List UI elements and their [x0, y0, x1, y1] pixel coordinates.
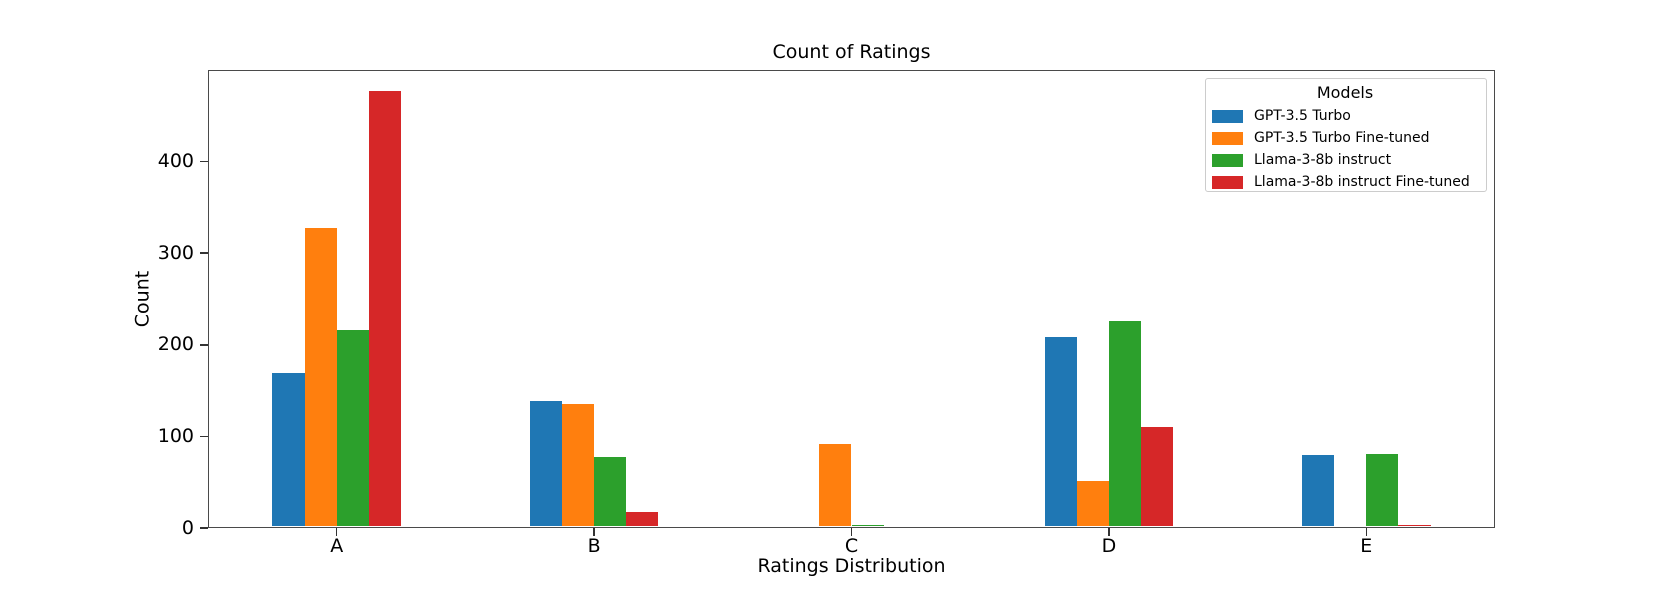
legend-item: Llama-3-8b instruct — [1212, 149, 1478, 171]
x-tick-mark — [1365, 528, 1368, 536]
legend-swatch — [1212, 109, 1243, 123]
x-tick-label: C — [844, 535, 859, 557]
x-tick-mark — [335, 528, 338, 536]
y-tick-mark — [200, 435, 208, 438]
y-tick-mark — [200, 160, 208, 163]
bar — [1141, 426, 1174, 527]
chart-title: Count of Ratings — [772, 41, 931, 63]
y-tick-mark — [200, 527, 208, 529]
legend-item: GPT-3.5 Turbo Fine-tuned — [1212, 127, 1478, 149]
legend-swatch — [1212, 175, 1243, 189]
x-tick-label: D — [1101, 535, 1117, 557]
bar — [529, 401, 562, 527]
bar — [626, 511, 659, 527]
x-tick-label: E — [1360, 535, 1373, 557]
bar — [561, 403, 595, 527]
legend-item-label: Llama-3-8b instruct Fine-tuned — [1254, 174, 1470, 190]
legend-item-label: Llama-3-8b instruct — [1254, 152, 1392, 168]
bar — [594, 456, 627, 527]
y-tick-label: 100 — [157, 424, 194, 447]
legend-item-label: GPT-3.5 Turbo Fine-tuned — [1254, 130, 1430, 146]
bar — [819, 444, 852, 527]
bar — [1398, 524, 1431, 527]
bar — [1301, 455, 1335, 527]
bar — [304, 227, 337, 527]
y-tick-mark — [200, 252, 208, 254]
legend-title: Models — [1316, 83, 1374, 102]
legend-item: GPT-3.5 Turbo — [1212, 105, 1478, 127]
bar — [1366, 454, 1399, 527]
x-tick-label: A — [330, 535, 344, 557]
bar — [1108, 321, 1142, 527]
x-tick-label: B — [587, 535, 601, 557]
legend-items: GPT-3.5 Turbo GPT-3.5 Turbo Fine-tuned Lla… — [1212, 105, 1478, 193]
legend-item-label: GPT-3.5 Turbo — [1254, 108, 1351, 124]
y-axis-label: Count — [131, 270, 154, 328]
x-axis-label: Ratings Distribution — [757, 555, 946, 577]
legend-swatch — [1212, 153, 1243, 167]
y-tick-label: 200 — [157, 333, 194, 356]
legend: Models GPT-3.5 Turbo GPT-3.5 Turbo Fine-t… — [1205, 78, 1487, 192]
y-tick-label: 400 — [157, 150, 194, 173]
x-tick-mark — [1108, 528, 1110, 536]
legend-swatch — [1212, 131, 1243, 145]
bar — [1076, 480, 1109, 527]
y-tick-label: 300 — [157, 241, 194, 264]
bar — [1044, 336, 1077, 527]
x-tick-mark — [593, 528, 595, 536]
legend-item: Llama-3-8b instruct Fine-tuned — [1212, 171, 1478, 193]
y-tick-mark — [200, 344, 208, 346]
bar — [272, 372, 305, 527]
bar — [336, 330, 369, 527]
x-tick-mark — [850, 528, 853, 536]
y-tick-label: 0 — [181, 516, 194, 539]
bar — [851, 524, 884, 527]
bar — [368, 91, 402, 527]
